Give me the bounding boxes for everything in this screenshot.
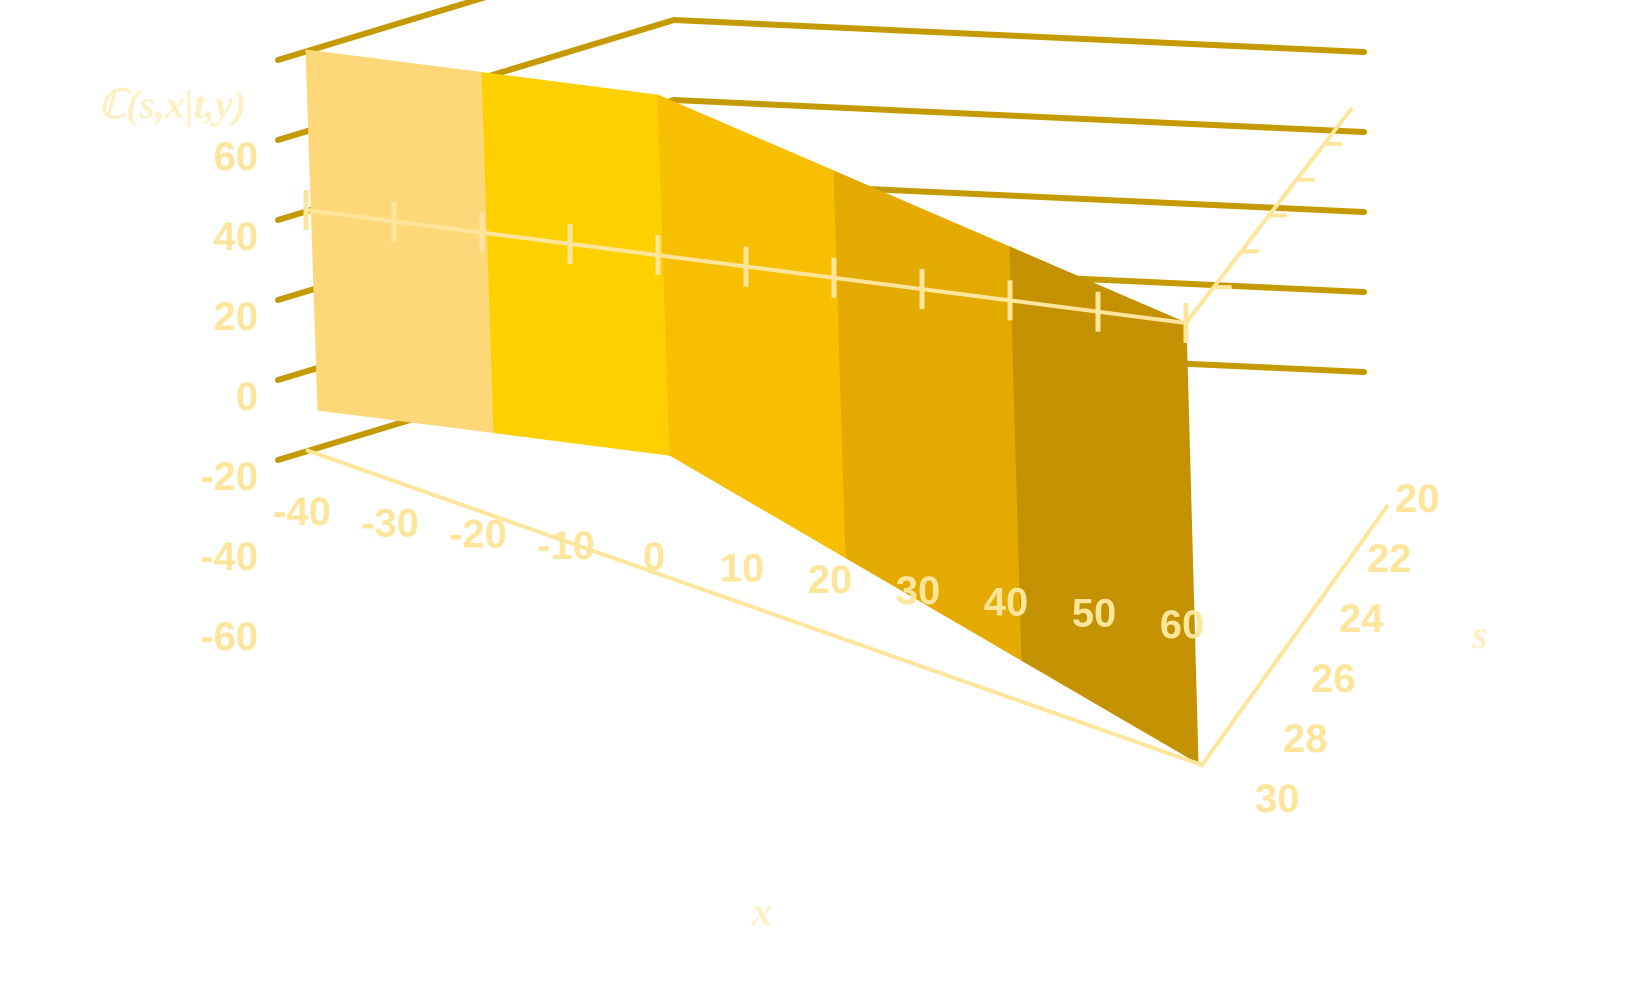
tick-labels: -60 -40 -20 0 20 40 60 -40 -30 -20 -10 0 10 20 30 40 50 6… — [200, 135, 1439, 821]
x-tick-label: 60 — [1160, 603, 1205, 647]
s-tick-label: 20 — [1395, 477, 1440, 521]
z-tick-label: -20 — [200, 455, 258, 499]
z-tick-label: -60 — [200, 615, 258, 659]
z-tick-label: 0 — [236, 375, 258, 419]
z-tick-label: 20 — [214, 295, 259, 339]
x-tick-label: -20 — [449, 513, 507, 557]
s-tick-label: 28 — [1283, 717, 1328, 761]
z-tick-label: -40 — [200, 535, 258, 579]
z-axis-title: ℂ(s,x|t,y) — [98, 82, 246, 127]
surface-band — [1009, 246, 1199, 764]
x-tick-label: 20 — [808, 558, 853, 602]
x-tick-label: -30 — [361, 501, 419, 545]
floor-edge — [305, 448, 1390, 768]
x-tick-label: -40 — [273, 490, 331, 534]
x-tick-label: 50 — [1072, 592, 1117, 636]
s-tick-label: 22 — [1367, 537, 1412, 581]
surface-band — [657, 94, 847, 559]
surface-band — [481, 72, 671, 456]
axes — [303, 106, 1390, 768]
s-axis-title: s — [1471, 612, 1488, 657]
x-tick-label: -10 — [537, 524, 595, 568]
x-tick-label: 0 — [643, 535, 665, 579]
z-tick-label: 60 — [214, 135, 259, 179]
surface-band — [305, 49, 495, 434]
x-axis-title: x — [751, 889, 772, 934]
s-tick-label: 24 — [1339, 597, 1384, 641]
x-tick-label: 30 — [896, 569, 941, 613]
x-tick-label: 10 — [720, 547, 765, 591]
s-tick-label: 26 — [1311, 657, 1356, 701]
z-gridline — [275, 0, 487, 63]
surface-plot — [305, 49, 1199, 764]
z-tick-label: 40 — [214, 215, 259, 259]
x-tick-label: 40 — [984, 580, 1029, 624]
s-tick-label: 30 — [1255, 777, 1300, 821]
